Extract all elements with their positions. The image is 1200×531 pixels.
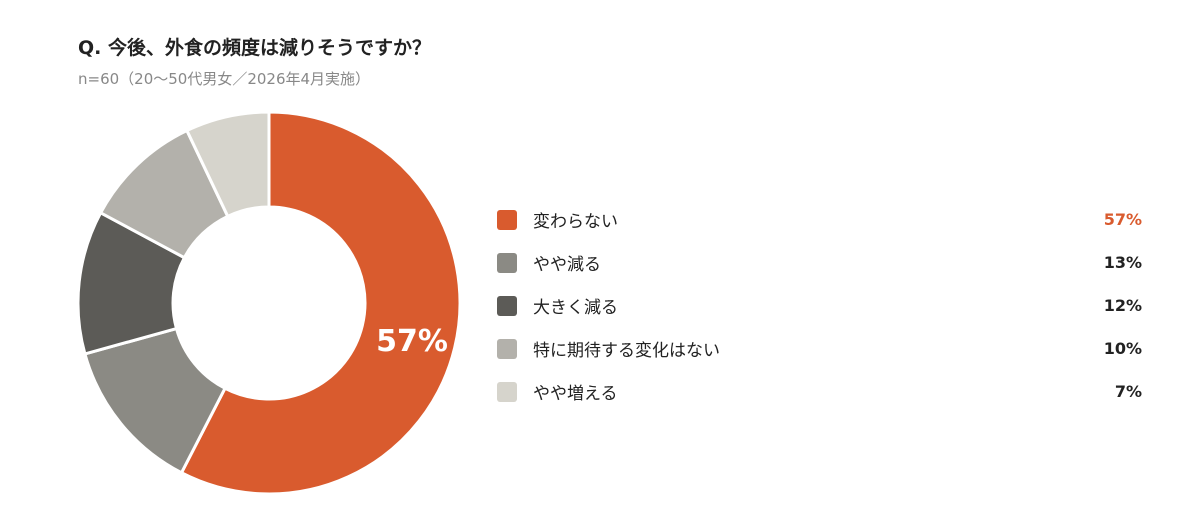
donut-slice [184, 110, 271, 219]
legend-label: やや減る [533, 255, 601, 275]
donut-slice [179, 110, 462, 496]
legend-item: やや増える 7% [497, 370, 1142, 413]
legend-swatch [497, 209, 517, 230]
legend-item: 大きく減る 12% [497, 284, 1142, 327]
legend-value: 10% [1103, 339, 1142, 358]
legend-label: 変わらない [533, 212, 618, 232]
legend-swatch [497, 295, 517, 316]
legend-label: 大きく減る [533, 298, 618, 318]
legend-value: 13% [1103, 253, 1142, 272]
legend-value: 7% [1114, 382, 1142, 401]
chart-legend: 変わらない 57% やや減る 13% 大きく減る 12% 特に期待する変化はない 10% やや増… [497, 198, 1142, 413]
chart-title: Q. 今後、外食の頻度は減りそうですか？ [78, 37, 431, 59]
legend-label: 特に期待する変化はない [533, 341, 720, 361]
legend-swatch [497, 381, 517, 402]
legend-label: やや増える [533, 384, 618, 404]
slice-value-label: 57% [376, 324, 448, 359]
legend-swatch [497, 338, 517, 359]
legend-swatch [497, 252, 517, 273]
legend-value: 57% [1103, 210, 1142, 229]
legend-value: 12% [1103, 296, 1142, 315]
chart-subtitle: n=60（20〜50代男女／2026年4月実施） [78, 70, 371, 88]
legend-item: 変わらない 57% [497, 198, 1142, 241]
legend-item: 特に期待する変化はない 10% [497, 327, 1142, 370]
legend-item: やや減る 13% [497, 241, 1142, 284]
